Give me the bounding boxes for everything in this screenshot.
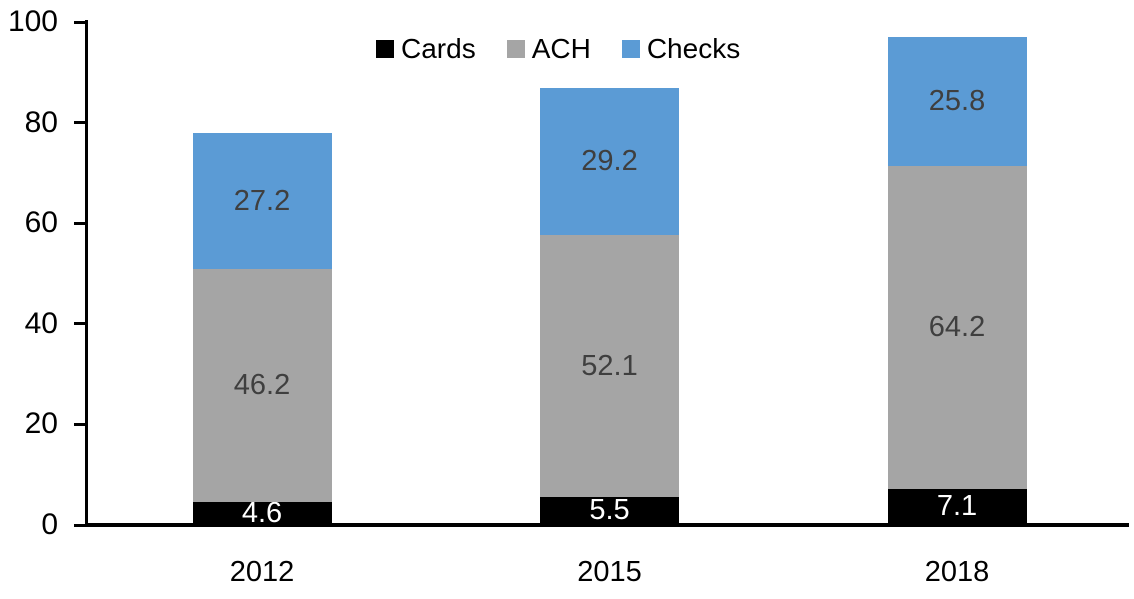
y-axis-tick-label-100: 100 bbox=[7, 5, 58, 38]
legend-label-checks: Checks bbox=[646, 33, 741, 64]
y-axis-line bbox=[85, 20, 88, 527]
bar-segment-cards-2015 bbox=[540, 497, 679, 525]
x-axis-category-label-2018: 2018 bbox=[924, 556, 990, 588]
legend-item-checks: Checks bbox=[621, 33, 741, 64]
legend-label-ach: ACH bbox=[531, 33, 591, 64]
x-axis-category-label-2015: 2015 bbox=[577, 556, 642, 588]
bar-segment-cards-2012 bbox=[192, 501, 332, 525]
bar-segment-checks-2018 bbox=[887, 36, 1027, 167]
legend-label-cards: Cards bbox=[401, 33, 476, 64]
x-axis-category-label-2012: 2012 bbox=[229, 556, 295, 588]
y-axis-tick-0 bbox=[74, 523, 86, 527]
x-axis-line bbox=[85, 523, 1129, 527]
bar-value-label-checks-2018: 25.8 bbox=[928, 84, 986, 117]
bar-value-label-ach-2015: 52.1 bbox=[581, 350, 638, 383]
bar-value-label-cards-2015: 5.5 bbox=[589, 494, 630, 527]
y-axis-tick-60 bbox=[74, 221, 86, 225]
bar-value-label-ach-2018: 64.2 bbox=[928, 311, 986, 344]
y-axis-tick-40 bbox=[74, 322, 86, 326]
bar-value-label-checks-2012: 27.2 bbox=[233, 184, 291, 217]
bar-segment-checks-2015 bbox=[540, 88, 679, 236]
bar-segment-cards-2018 bbox=[887, 489, 1027, 525]
chart-legend: Cards ACH Checks bbox=[376, 34, 740, 64]
bar-segment-ach-2015 bbox=[540, 235, 679, 498]
bar-value-label-cards-2018: 7.1 bbox=[936, 490, 978, 523]
bar-segment-ach-2018 bbox=[887, 166, 1027, 490]
y-axis-tick-label-0: 0 bbox=[41, 508, 58, 541]
bar-value-label-cards-2012: 4.6 bbox=[241, 496, 283, 529]
legend-item-ach: ACH bbox=[506, 33, 591, 64]
bar-segment-checks-2012 bbox=[192, 132, 332, 270]
legend-swatch-checks bbox=[621, 40, 640, 58]
y-axis-tick-label-40: 40 bbox=[24, 306, 58, 340]
legend-swatch-ach bbox=[506, 40, 525, 58]
bar-segment-ach-2012 bbox=[192, 269, 332, 502]
y-axis-tick-100 bbox=[74, 20, 86, 24]
legend-swatch-cards bbox=[376, 40, 394, 58]
bar-value-label-ach-2012: 46.2 bbox=[233, 369, 291, 402]
y-axis-tick-label-60: 60 bbox=[24, 206, 58, 240]
y-axis-tick-80 bbox=[74, 121, 86, 125]
y-axis-tick-20 bbox=[74, 422, 86, 426]
legend-item-cards: Cards bbox=[376, 34, 476, 64]
y-axis-tick-label-80: 80 bbox=[24, 105, 58, 139]
y-axis-tick-label-20: 20 bbox=[24, 407, 58, 441]
bar-value-label-checks-2015: 29.2 bbox=[581, 145, 638, 178]
